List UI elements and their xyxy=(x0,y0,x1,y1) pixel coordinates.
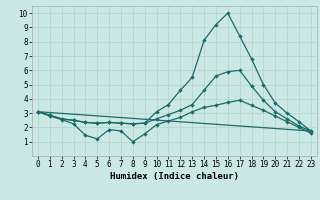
X-axis label: Humidex (Indice chaleur): Humidex (Indice chaleur) xyxy=(110,172,239,181)
